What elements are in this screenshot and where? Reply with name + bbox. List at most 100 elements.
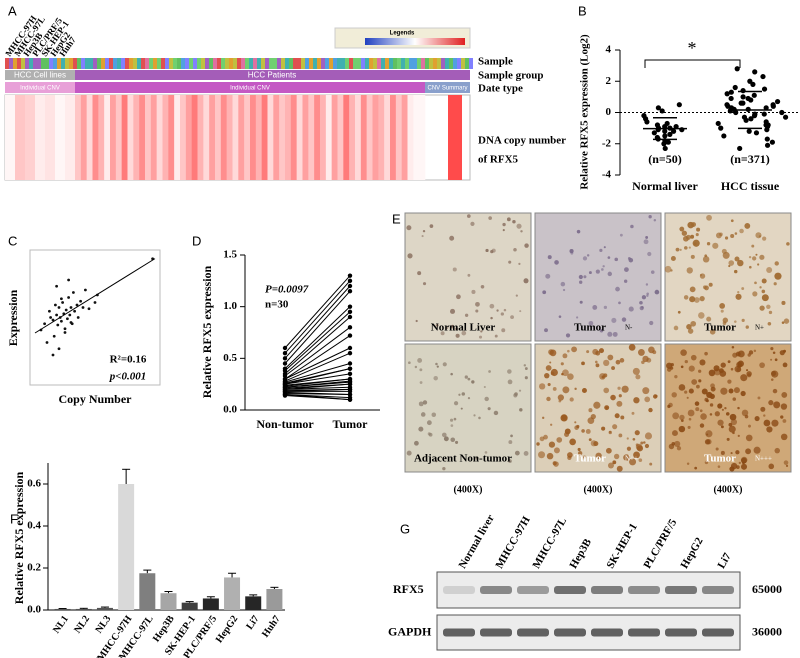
nucleus bbox=[419, 381, 423, 384]
bar bbox=[96, 607, 113, 610]
nucleus bbox=[619, 358, 625, 363]
pair-line bbox=[284, 275, 351, 349]
nucleus bbox=[664, 265, 672, 273]
dot bbox=[662, 133, 668, 139]
nucleus bbox=[494, 334, 498, 338]
nucleus bbox=[690, 234, 695, 239]
nucleus bbox=[615, 286, 620, 292]
data-type-bar bbox=[75, 82, 425, 93]
sample-stripe bbox=[413, 58, 417, 69]
sample-stripe bbox=[273, 58, 277, 69]
nucleus bbox=[690, 354, 697, 361]
dot bbox=[738, 100, 744, 106]
data-type-bar bbox=[5, 82, 75, 93]
sample-stripe bbox=[301, 58, 305, 69]
nucleus bbox=[552, 387, 557, 391]
nucleus bbox=[467, 273, 471, 277]
nucleus bbox=[696, 227, 701, 232]
nucleus bbox=[695, 233, 699, 237]
blot-band bbox=[554, 586, 586, 594]
nucleus bbox=[761, 278, 767, 284]
point bbox=[57, 306, 61, 309]
nucleus bbox=[612, 460, 617, 465]
nucleus bbox=[514, 392, 518, 396]
nucleus bbox=[419, 368, 423, 372]
heat-cell bbox=[65, 95, 75, 180]
nucleus bbox=[734, 232, 738, 235]
sample-stripe bbox=[253, 58, 257, 69]
nucleus bbox=[581, 429, 585, 433]
pair-line bbox=[284, 306, 351, 370]
nucleus bbox=[644, 396, 651, 403]
point bbox=[68, 313, 72, 317]
point bbox=[347, 397, 353, 402]
nucleus bbox=[516, 223, 522, 229]
sample-stripe bbox=[249, 58, 253, 69]
point bbox=[347, 345, 353, 351]
ihc-image bbox=[664, 343, 792, 473]
blot-band bbox=[443, 628, 475, 637]
nucleus bbox=[647, 251, 652, 257]
nucleus bbox=[730, 234, 735, 239]
nucleus bbox=[770, 370, 777, 376]
nucleus bbox=[562, 369, 569, 377]
nucleus bbox=[605, 406, 608, 409]
sample-stripe bbox=[441, 58, 445, 69]
nucleus bbox=[774, 272, 782, 280]
nucleus bbox=[652, 394, 658, 399]
panel-label: D bbox=[192, 233, 201, 248]
nucleus bbox=[668, 443, 675, 450]
nucleus bbox=[745, 448, 752, 455]
y-tick-label: -4 bbox=[602, 169, 612, 181]
nucleus bbox=[478, 416, 481, 420]
nucleus bbox=[603, 387, 610, 394]
nucleus bbox=[467, 397, 471, 400]
nucleus bbox=[648, 215, 652, 219]
nucleus bbox=[771, 419, 779, 427]
nucleus bbox=[608, 430, 612, 434]
blot-band bbox=[702, 586, 734, 594]
heat-cell bbox=[86, 95, 93, 180]
nucleus bbox=[728, 425, 736, 433]
nucleus bbox=[685, 234, 691, 240]
dot bbox=[774, 98, 781, 105]
nucleus bbox=[558, 399, 562, 403]
sample-stripe bbox=[373, 58, 377, 69]
nucleus bbox=[441, 432, 447, 438]
heat-cell bbox=[110, 95, 117, 180]
nucleus bbox=[539, 383, 546, 390]
sample-stripe bbox=[341, 58, 345, 69]
nucleus bbox=[760, 406, 766, 412]
heat-cell bbox=[15, 95, 25, 180]
nucleus bbox=[579, 300, 583, 304]
nucleus bbox=[721, 408, 725, 411]
nucleus bbox=[675, 247, 680, 252]
annotation: n=30 bbox=[265, 299, 289, 311]
nucleus bbox=[607, 462, 614, 469]
heat-cell bbox=[390, 95, 397, 180]
sample-stripe bbox=[121, 58, 125, 69]
nucleus bbox=[679, 248, 682, 251]
nucleus bbox=[780, 415, 784, 419]
heat-cell bbox=[215, 95, 222, 180]
blot-band bbox=[480, 586, 512, 594]
nucleus bbox=[582, 256, 588, 261]
nucleus bbox=[759, 254, 765, 260]
nucleus bbox=[734, 269, 738, 274]
nucleus bbox=[732, 397, 737, 401]
pair-line bbox=[284, 347, 351, 380]
nucleus bbox=[652, 350, 657, 355]
nucleus bbox=[565, 333, 571, 338]
nucleus bbox=[672, 412, 680, 420]
nucleus bbox=[645, 283, 649, 286]
nucleus bbox=[728, 260, 735, 266]
nucleus bbox=[598, 348, 604, 354]
nucleus bbox=[688, 365, 695, 372]
nucleus bbox=[687, 425, 691, 429]
heat-cell bbox=[401, 95, 408, 180]
sample-stripe bbox=[465, 58, 469, 69]
nucleus bbox=[650, 270, 655, 274]
blot-band bbox=[665, 586, 697, 594]
nucleus bbox=[735, 293, 742, 300]
sample-stripe bbox=[461, 58, 465, 69]
